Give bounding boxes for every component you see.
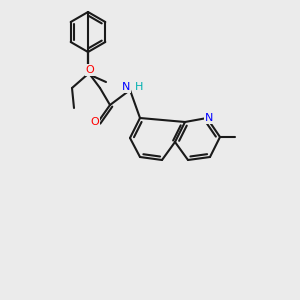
Text: N: N [122,82,130,92]
Text: O: O [85,65,94,75]
Text: H: H [135,82,143,92]
Text: N: N [205,113,213,123]
Text: O: O [91,117,99,127]
